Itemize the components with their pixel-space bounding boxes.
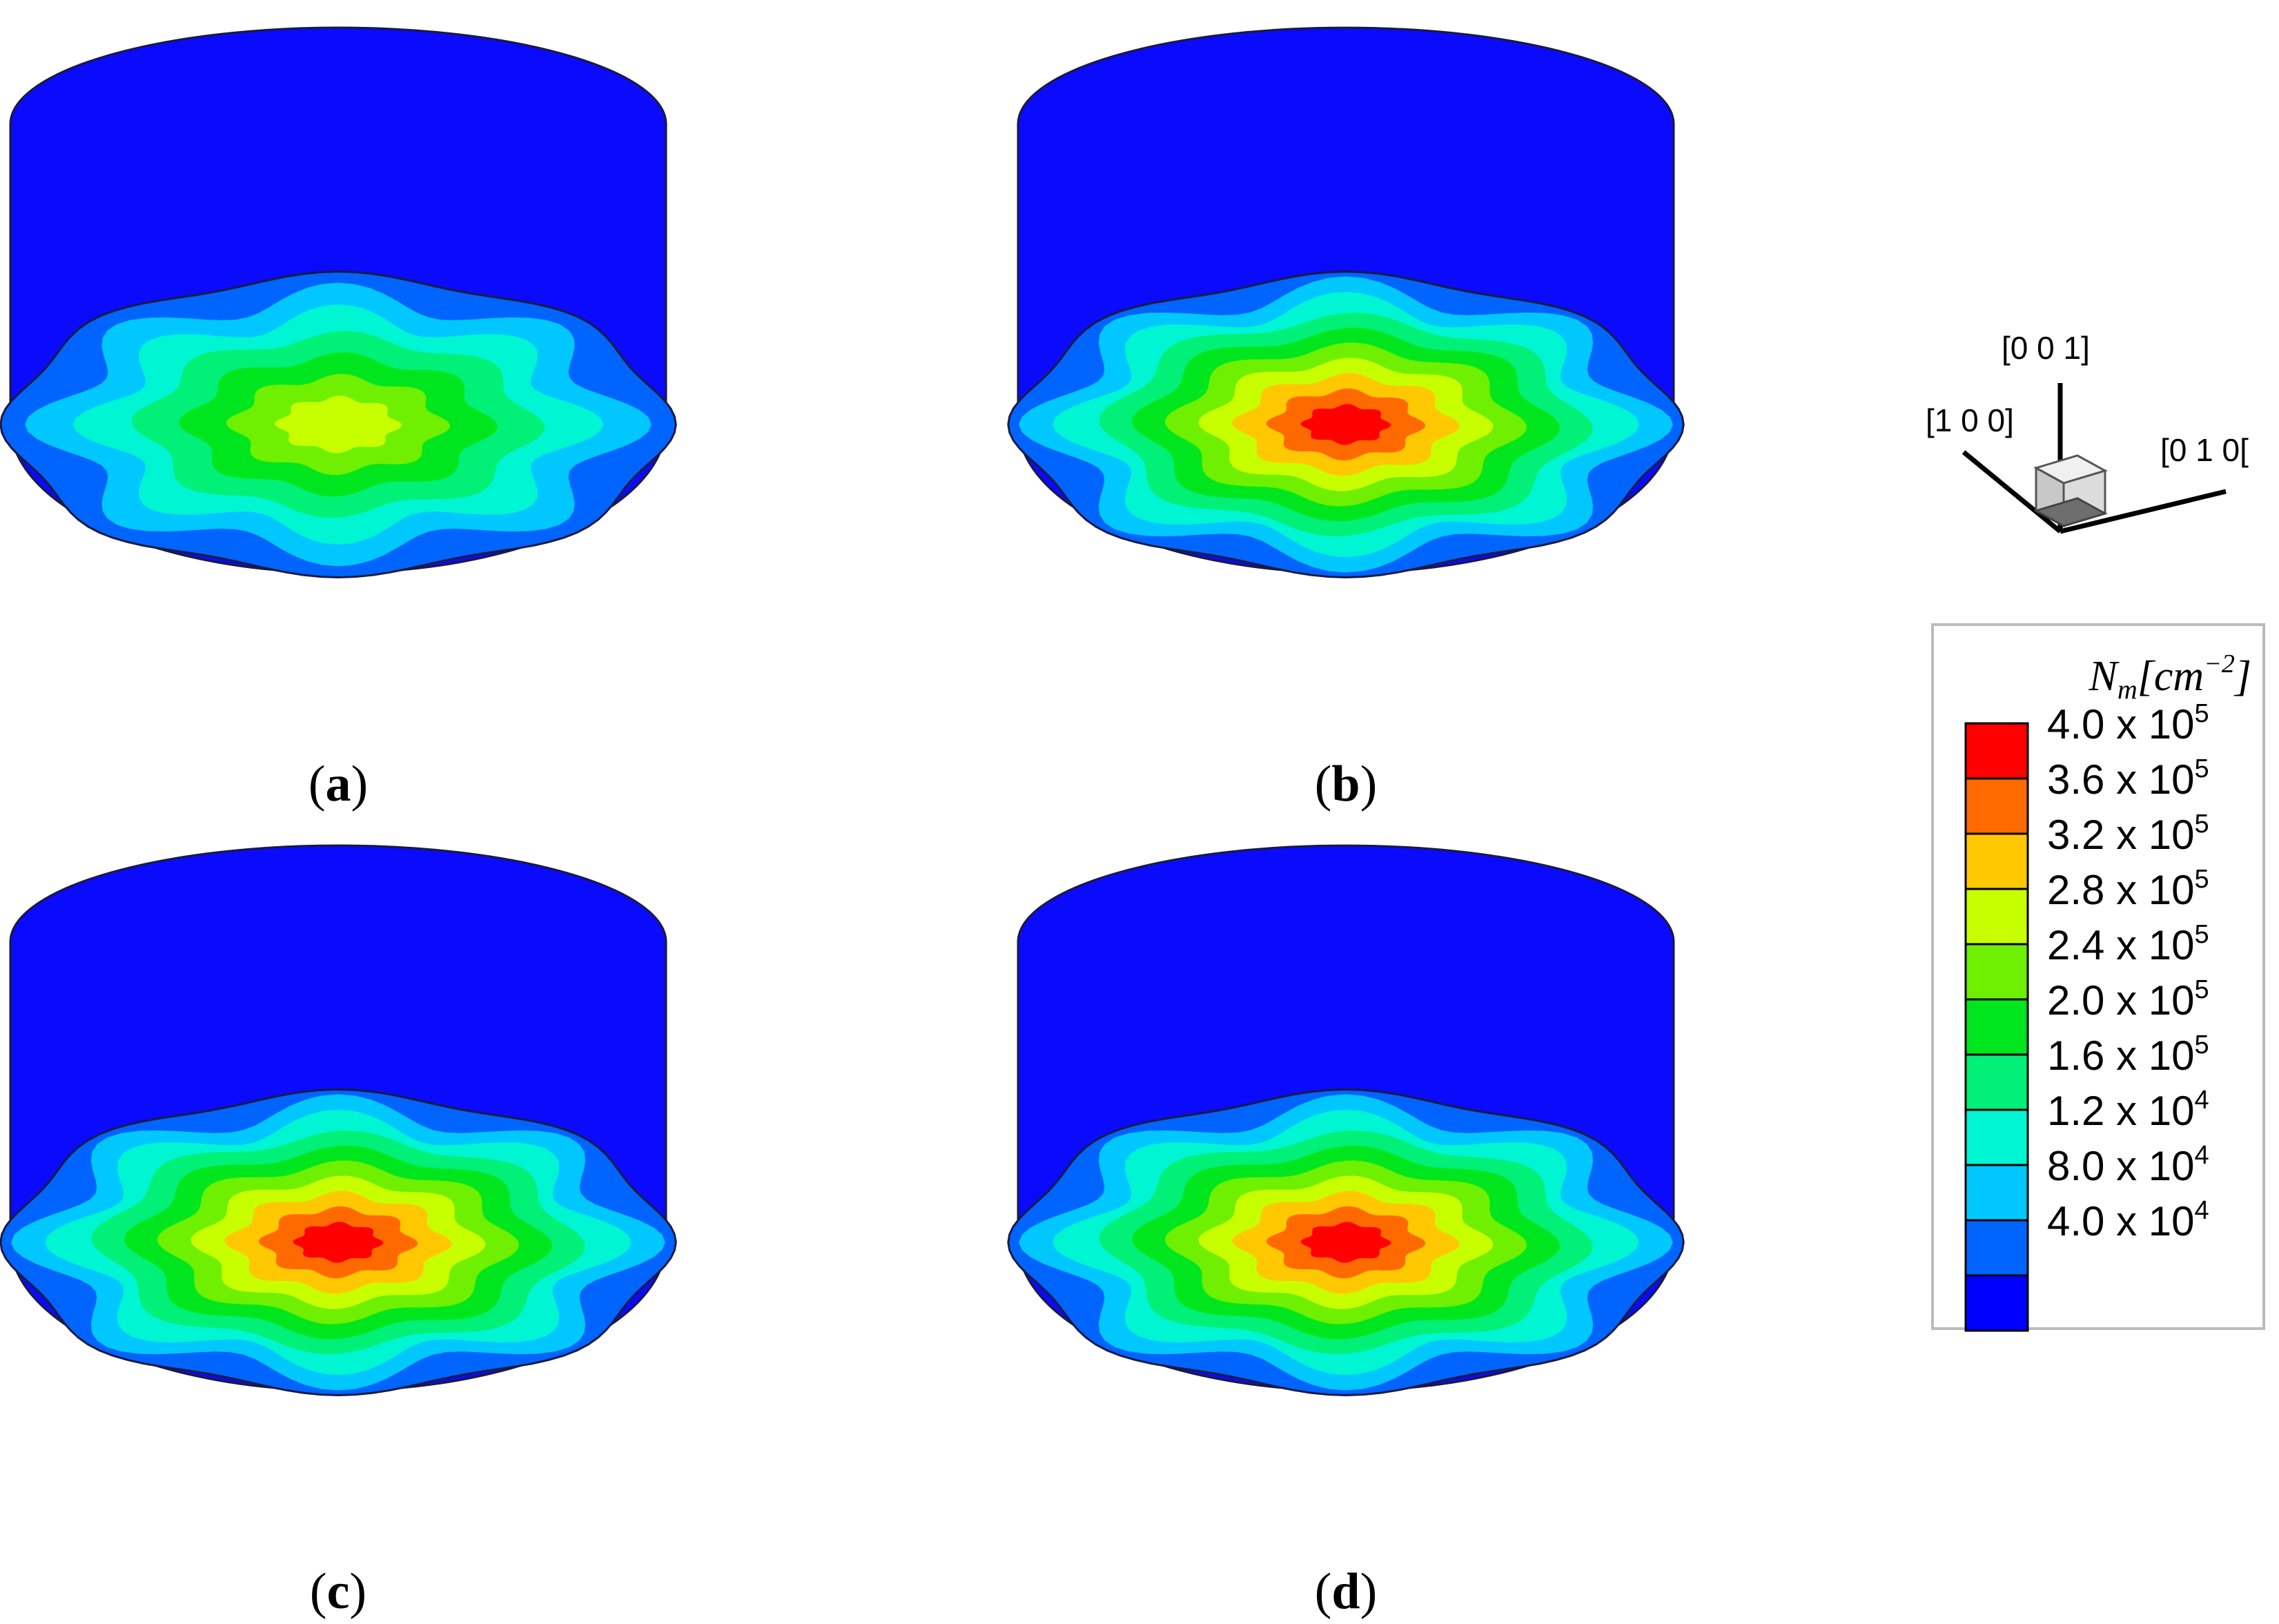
peak-hotspot bbox=[1322, 1229, 1369, 1255]
legend-ticks: 4.0 x 105 3.6 x 105 3.2 x 105 2.8 x 105 2.4 … bbox=[2047, 699, 2209, 1244]
legend-tick-label: 2.0 x 105 bbox=[2047, 975, 2209, 1024]
orientation-triad: [0 0 1] [1 0 0] [0 1 0[ bbox=[1926, 330, 2249, 534]
axis-z-label: [0 0 1] bbox=[2002, 330, 2090, 366]
panel-b bbox=[1007, 26, 1685, 579]
legend-swatch bbox=[1964, 722, 2029, 780]
legend-swatches bbox=[1964, 722, 2029, 1332]
axis-x-label: [1 0 0] bbox=[1926, 402, 2014, 438]
legend-title: Nm[cm−2] bbox=[2089, 649, 2251, 705]
legend-tick-label: 4.0 x 105 bbox=[2047, 699, 2209, 747]
legend-tick-label: 3.2 x 105 bbox=[2047, 810, 2209, 858]
legend-tick-label: 4.0 x 104 bbox=[2047, 1196, 2209, 1244]
legend-swatch bbox=[1964, 998, 2029, 1056]
legend-swatch bbox=[1964, 1274, 2029, 1332]
legend-tick-label: 3.6 x 105 bbox=[2047, 754, 2209, 803]
legend-swatch bbox=[1964, 1053, 2029, 1111]
axis-x-line bbox=[1962, 450, 2062, 534]
legend-swatch bbox=[1964, 1164, 2029, 1222]
panel-label-a: (a) bbox=[309, 756, 368, 812]
peak-hotspot bbox=[1322, 411, 1369, 438]
legend-swatch bbox=[1964, 1219, 2029, 1277]
peak-hotspot bbox=[315, 411, 362, 438]
legend-swatch bbox=[1964, 943, 2029, 1001]
panel-d bbox=[1007, 844, 1685, 1397]
panel-a bbox=[0, 26, 677, 579]
legend-tick-label: 8.0 x 104 bbox=[2047, 1141, 2209, 1189]
axis-y-label: [0 1 0[ bbox=[2160, 432, 2249, 468]
legend-tick-label: 2.8 x 105 bbox=[2047, 865, 2209, 913]
panel-label-c: (c) bbox=[310, 1563, 366, 1620]
peak-hotspot bbox=[315, 1229, 362, 1255]
panel-label-b: (b) bbox=[1315, 756, 1377, 812]
legend-swatch bbox=[1964, 832, 2029, 890]
legend-swatch bbox=[1964, 777, 2029, 835]
legend-swatch bbox=[1964, 1108, 2029, 1166]
legend-tick-label: 1.6 x 105 bbox=[2047, 1030, 2209, 1079]
color-legend: Nm[cm−2] 4.0 x 105 3.6 x 105 3.2 x 105 2.8 … bbox=[1931, 623, 2265, 1332]
legend-tick-label: 2.4 x 105 bbox=[2047, 920, 2209, 968]
legend-tick-label: 1.2 x 104 bbox=[2047, 1086, 2209, 1134]
panel-c bbox=[0, 844, 677, 1397]
panel-label-d: (d) bbox=[1315, 1563, 1377, 1620]
legend-swatch bbox=[1964, 888, 2029, 946]
axis-y-line bbox=[2060, 489, 2227, 534]
orientation-cube-icon bbox=[2033, 454, 2108, 528]
